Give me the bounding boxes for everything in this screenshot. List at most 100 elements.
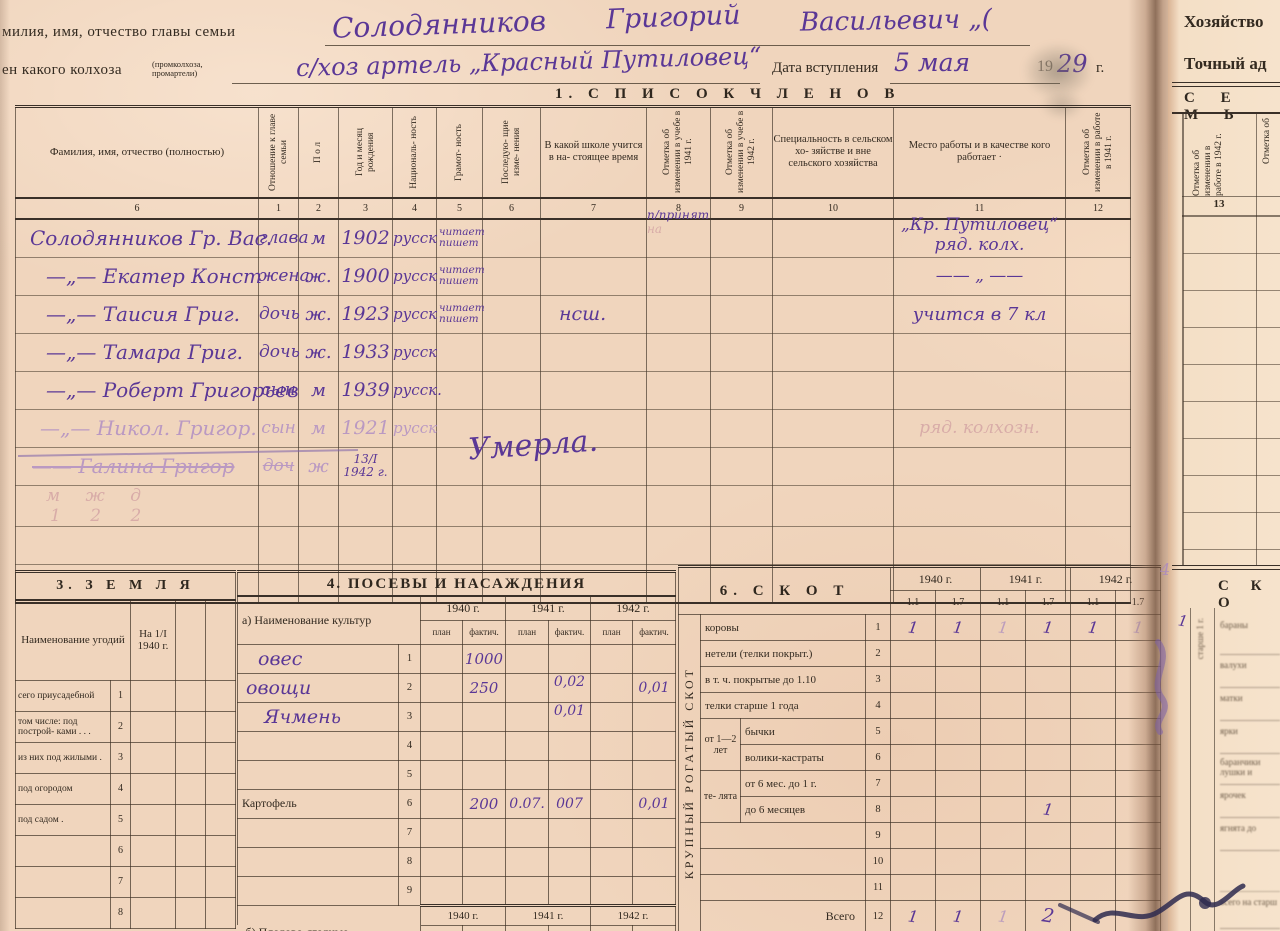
kolkhoz-sublabel-1: (промколхоза,	[152, 59, 203, 69]
crop-num: 4	[398, 730, 421, 761]
col-header-sex: П о л	[298, 106, 339, 199]
member-school: нсш.	[559, 303, 607, 325]
livestock-mark: 1	[1086, 617, 1100, 638]
livestock-mark: 1	[951, 906, 965, 927]
crop-name: Ячмень	[264, 705, 342, 728]
kolkhoz-sublabel-2: промартели)	[152, 68, 198, 79]
crop-num: 8	[398, 846, 421, 877]
member-nationality: русск	[393, 266, 438, 285]
right-skot-row: ярочек	[1220, 785, 1280, 818]
member-nationality: русск.	[393, 380, 442, 399]
member-sex: м	[311, 417, 326, 439]
right-skot-row	[1220, 851, 1280, 892]
livestock-row-num: 10	[864, 848, 892, 875]
crops-title: 4. ПОСЕВЫ И НАСАЖДЕНИЯ	[326, 575, 587, 592]
col-header-work-1941: Отметка об изменении в работе в 1941 г.	[1065, 106, 1131, 199]
livestock-mark: 1	[1041, 617, 1055, 638]
livestock-mark: 1	[1041, 799, 1055, 820]
land-table: 3. З Е М Л Я Наименование угодий На 1/I …	[14, 570, 237, 929]
livestock-row-label: до 6 месяцев	[740, 796, 866, 823]
right-row-line	[1182, 215, 1280, 217]
livestock-mark: 1	[951, 617, 965, 638]
land-col-blank	[175, 599, 206, 681]
livestock-row-num: 4	[864, 692, 892, 719]
member-name: —„— Роберт Григорьев	[46, 378, 299, 402]
crops-plan: план	[505, 619, 549, 645]
crop-name: овощи	[246, 676, 312, 699]
col-header-nationality: Националь- ность	[392, 106, 437, 199]
right-skot-side-label: старше 1 г.	[1195, 618, 1205, 660]
member-nationality: русск	[393, 304, 438, 323]
crops-year-1942: 1942 г.	[589, 595, 677, 621]
member-name: —„— Тамара Григ.	[46, 340, 243, 364]
right-col13-num: 13	[1213, 198, 1225, 210]
crop-name	[237, 846, 399, 877]
member-birth-year: 1921	[341, 417, 390, 439]
livestock-row-label: бычки	[740, 718, 866, 745]
member-birth-day: 13/I	[353, 452, 378, 467]
member-workplace-1: ряд. колхозн.	[919, 418, 1040, 438]
livestock-sub-17: 1.7	[935, 590, 982, 615]
tally-row: м ж д 1 2 2	[15, 484, 1131, 527]
member-relation: доч	[262, 456, 295, 476]
livestock-row-num: 9	[864, 822, 892, 849]
crop-value: 0.07.	[509, 795, 545, 812]
livestock-total-label: Всего	[700, 900, 866, 931]
crop-value: 0,01	[638, 679, 670, 696]
empty-row	[15, 525, 1131, 565]
crop-num: 5	[398, 759, 421, 790]
col-header-relation: Отношение к главе семьи	[258, 106, 299, 199]
member-nationality: русск	[393, 418, 438, 437]
col-header-changes: Последую- щие изме- нения	[482, 106, 541, 199]
join-date-label: Дата вступления	[772, 60, 879, 76]
crop-name-printed: Картофель	[237, 788, 399, 819]
land-row-num: 8	[110, 896, 131, 929]
family-head-label: милия, имя, отчество главы семьи	[2, 24, 236, 40]
member-relation: сын	[261, 418, 296, 438]
livestock-row-num: 11	[864, 874, 892, 901]
right-skot-row: ярки	[1220, 721, 1280, 754]
land-row-label	[15, 896, 111, 929]
right-skot-row: валухи	[1220, 655, 1280, 688]
land-row-label: сего приусадебной	[15, 679, 111, 712]
right-row-lines	[1183, 217, 1280, 565]
livestock-row-label: телки старше 1 года	[700, 692, 866, 719]
kolkhoz-label: ен какого колхоза	[2, 62, 123, 78]
right-divider	[1172, 112, 1280, 114]
crop-value: 0,01	[553, 702, 586, 719]
land-row-num: 2	[110, 710, 131, 743]
member-birth-year: 1939	[341, 379, 390, 401]
col-header-literacy: Грамот- ность	[436, 106, 483, 199]
right-skot-row: всего на старш	[1220, 892, 1280, 929]
livestock-side-label: КРУПНЫЙ РОГАТЫЙ СКОТ	[681, 667, 696, 880]
land-row-num: 6	[110, 834, 131, 867]
land-row-num: 1	[110, 679, 131, 712]
livestock-table: 6. С К О Т 1940 г. 1941 г. 1942 г. 1.1 1…	[677, 565, 1162, 931]
crops-footer-year: 1940 г.	[420, 903, 506, 926]
member-literacy-1: читает	[439, 225, 485, 238]
crops-year-1941: 1941 г.	[505, 595, 591, 621]
member-relation: глава	[259, 228, 309, 248]
member-birth-year: 1923	[341, 303, 390, 325]
join-date-value: 5 мая	[894, 48, 971, 77]
member-name: —„— Никол. Григор.	[40, 416, 257, 440]
crop-value: 0,01	[638, 795, 670, 812]
livestock-mark: 1	[996, 617, 1010, 638]
land-row-label: из них под жилыми .	[15, 741, 111, 774]
crop-num: 2	[398, 672, 421, 703]
family-head-surname: Солодянников	[331, 4, 547, 45]
right-col-line	[1214, 608, 1215, 931]
right-skot-row: баранчики лушки и	[1220, 754, 1280, 785]
member-name: —— Галина Григор	[32, 454, 235, 478]
livestock-row-label	[700, 848, 866, 875]
land-title: 3. З Е М Л Я	[56, 578, 195, 593]
col-header-specialty: Специальность в сельском хо- зяйстве и в…	[772, 106, 894, 199]
section1-title: 1. С П И С О К Ч Л Е Н О В	[555, 86, 901, 102]
member-workplace-2: ряд. колх.	[934, 235, 1025, 255]
livestock-group-label: те- лята	[700, 770, 741, 823]
member-row: —„— Тамара Григ. дочь ж. 1933 русск	[15, 332, 1131, 372]
member-literacy-2: пишет	[439, 275, 479, 287]
right-family-band: С Е М Ь	[1184, 90, 1245, 123]
member-workplace-1: „Кр. Путиловец“	[901, 215, 1058, 235]
